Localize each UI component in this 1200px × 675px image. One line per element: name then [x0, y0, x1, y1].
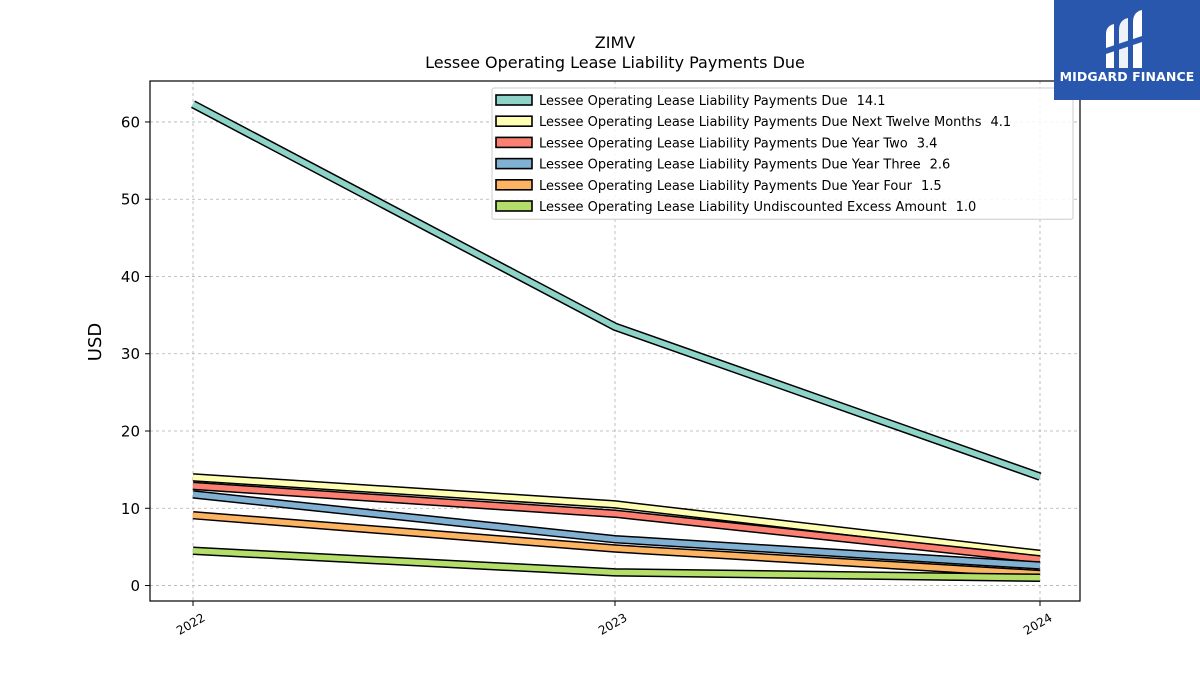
- legend-label: Lessee Operating Lease Liability Payment…: [539, 115, 1011, 130]
- legend-box: [491, 87, 1074, 220]
- legend-series-name: Lessee Operating Lease Liability Payment…: [539, 115, 982, 130]
- legend-label: Lessee Operating Lease Liability Payment…: [539, 136, 937, 151]
- legend-series-name: Lessee Operating Lease Liability Payment…: [539, 94, 848, 109]
- legend-swatch: [495, 94, 533, 106]
- legend-series-value: 1.0: [956, 200, 977, 215]
- legend-swatch: [495, 179, 533, 191]
- y-tick-label: 0: [130, 577, 140, 595]
- y-tick-label: 50: [121, 191, 140, 209]
- legend-series-name: Lessee Operating Lease Liability Payment…: [539, 158, 921, 173]
- legend-series-value: 2.6: [930, 158, 951, 173]
- legend-label: Lessee Operating Lease Liability Payment…: [539, 158, 950, 173]
- legend-series-value: 1.5: [921, 179, 942, 194]
- legend-swatch: [495, 115, 533, 127]
- legend-series-value: 3.4: [917, 136, 938, 151]
- chart-subtitle: Lessee Operating Lease Liability Payment…: [425, 53, 805, 72]
- x-tick-label: 2023: [596, 610, 629, 637]
- logo: MIDGARD FINANCE: [1054, 0, 1200, 100]
- legend-series-name: Lessee Operating Lease Liability Payment…: [539, 179, 913, 194]
- logo-text: MIDGARD FINANCE: [1059, 69, 1195, 84]
- x-tick-label: 2024: [1021, 610, 1054, 637]
- series-line: [192, 491, 1041, 569]
- series-line: [191, 101, 1041, 480]
- series-layer: [191, 100, 1042, 583]
- x-tick-label: 2022: [174, 610, 207, 637]
- series-line: [192, 483, 1041, 563]
- y-tick-label: 10: [121, 500, 140, 518]
- series-line: [192, 474, 1041, 557]
- y-axis: 0 10 20 30 40 50 60: [121, 113, 150, 595]
- legend-series-value: 14.1: [857, 94, 886, 109]
- legend-swatch: [495, 200, 533, 212]
- legend-label: Lessee Operating Lease Liability Undisco…: [539, 200, 976, 215]
- legend-series-name: Lessee Operating Lease Liability Undisco…: [539, 200, 947, 215]
- y-axis-label: USD: [85, 323, 106, 361]
- series-line: [192, 512, 1041, 577]
- logo-mark-icon: [1106, 10, 1142, 68]
- legend-series-name: Lessee Operating Lease Liability Payment…: [539, 136, 908, 151]
- y-tick-label: 30: [121, 345, 140, 363]
- x-axis: 2022 2023 2024: [174, 601, 1055, 638]
- chart-title: ZIMV: [595, 33, 635, 52]
- legend-swatch: [495, 157, 533, 170]
- series-line: [192, 548, 1041, 581]
- legend-label: Lessee Operating Lease Liability Payment…: [539, 94, 886, 109]
- y-tick-label: 40: [121, 268, 140, 286]
- legend-label: Lessee Operating Lease Liability Payment…: [539, 179, 942, 194]
- legend-swatch: [495, 136, 533, 149]
- legend-series-value: 4.1: [991, 115, 1012, 130]
- y-tick-label: 60: [121, 113, 140, 131]
- legend: Lessee Operating Lease Liability Payment…: [491, 87, 1074, 220]
- y-tick-label: 20: [121, 423, 140, 441]
